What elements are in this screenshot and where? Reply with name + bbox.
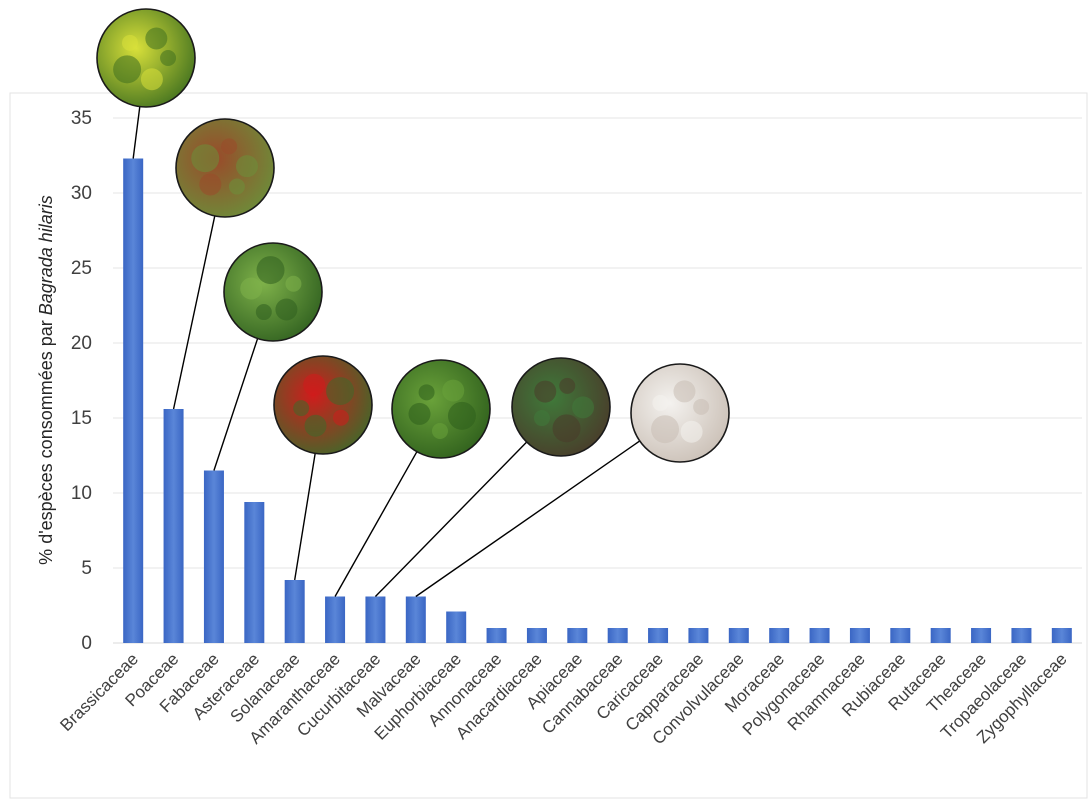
bar-fabaceae <box>203 470 224 643</box>
photo-detail <box>285 275 302 292</box>
leader-line <box>213 338 259 471</box>
photo-detail <box>332 409 349 426</box>
photo-detail <box>442 379 465 402</box>
photo-detail <box>275 298 298 321</box>
photo-detail <box>418 384 435 401</box>
photo-detail <box>160 50 177 66</box>
bar-solanaceae <box>284 580 305 643</box>
bar-zygophyllaceae <box>1051 628 1072 643</box>
bar-tropaeolaceae <box>1011 628 1032 643</box>
photo-detail <box>326 377 355 406</box>
bar-rhamnaceae <box>849 628 870 643</box>
photo-detail <box>256 256 285 285</box>
photo-detail <box>145 27 168 50</box>
bar-asteraceae <box>244 502 265 643</box>
photo-detail <box>534 380 557 403</box>
bars <box>123 158 1072 643</box>
bar-poaceae <box>163 409 184 643</box>
y-axis-label: % d'espèces consommées par Bagrada hilar… <box>36 195 56 565</box>
leader-line <box>334 451 418 597</box>
bar-rutaceae <box>930 628 951 643</box>
photo-detail <box>680 420 703 443</box>
photo-detail <box>673 380 696 403</box>
photo-detail <box>408 402 431 425</box>
photo-detail <box>293 400 310 417</box>
gridlines <box>113 117 1082 644</box>
y-tick-label: 35 <box>71 108 92 129</box>
y-tick-label: 30 <box>71 183 92 204</box>
leader-line <box>374 441 528 597</box>
y-axis-ticks: 0 5 10 15 20 25 30 35 <box>71 108 92 654</box>
y-tick-label: 5 <box>81 558 92 579</box>
photo-detail <box>572 396 595 419</box>
bar-apiaceae <box>567 628 588 643</box>
y-axis-label-text: % d'espèces consommées par <box>36 315 56 565</box>
bar-convolvulaceae <box>728 628 749 643</box>
photo-detail <box>693 398 710 415</box>
spinach-leaves-photo <box>391 359 491 459</box>
bar-polygonaceae <box>809 628 830 643</box>
bar-moraceae <box>769 628 790 643</box>
photo-detail <box>533 410 550 427</box>
bar-annonaceae <box>486 628 507 643</box>
bar-rubiaceae <box>890 628 911 643</box>
cotton-boll-photo <box>630 363 730 463</box>
bar-euphorbiaceae <box>446 611 467 643</box>
photo-detail <box>240 277 263 300</box>
mustard-flower-photo <box>96 8 196 108</box>
photo-detail <box>303 373 326 396</box>
photo-detail <box>304 414 327 437</box>
photo-detail <box>431 423 448 440</box>
bar-theaceae <box>971 628 992 643</box>
bar-capparaceae <box>688 628 709 643</box>
photo-detail <box>651 415 680 444</box>
y-tick-label: 20 <box>71 333 92 354</box>
bar-amaranthaceae <box>325 596 346 643</box>
bar-cucurbitaceae <box>365 596 386 643</box>
leader-line <box>415 440 641 598</box>
photo-detail <box>235 155 258 178</box>
bar-caricaceae <box>648 628 669 643</box>
photo-detail <box>228 178 245 195</box>
bar-malvaceae <box>405 596 426 643</box>
photo-detail <box>559 377 576 394</box>
red-pepper-photo <box>273 355 373 455</box>
photo-detail <box>140 68 163 91</box>
leader-line <box>172 215 216 410</box>
photo-detail <box>113 55 142 84</box>
y-tick-label: 10 <box>71 483 92 504</box>
sorghum-photo <box>175 118 275 218</box>
leader-line <box>132 106 141 159</box>
photo-detail <box>121 34 138 51</box>
photo-detail <box>447 401 476 430</box>
leader-line <box>293 453 316 581</box>
y-axis-label-species: Bagrada hilaris <box>36 195 56 315</box>
watermelon-photo <box>511 357 611 457</box>
bar-anacardiaceae <box>526 628 547 643</box>
photo-detail <box>255 304 272 321</box>
photo-detail <box>221 138 238 155</box>
bar-cannabaceae <box>607 628 628 643</box>
photo-detail <box>191 144 220 173</box>
bar-brassicaceae <box>123 158 144 643</box>
y-tick-label: 25 <box>71 258 92 279</box>
callout-photos <box>96 8 730 598</box>
photo-detail <box>199 173 222 196</box>
photo-detail <box>552 414 581 443</box>
green-bean-photo <box>223 242 323 342</box>
y-tick-label: 0 <box>81 633 92 654</box>
y-tick-label: 15 <box>71 408 92 429</box>
photo-detail <box>652 394 669 411</box>
